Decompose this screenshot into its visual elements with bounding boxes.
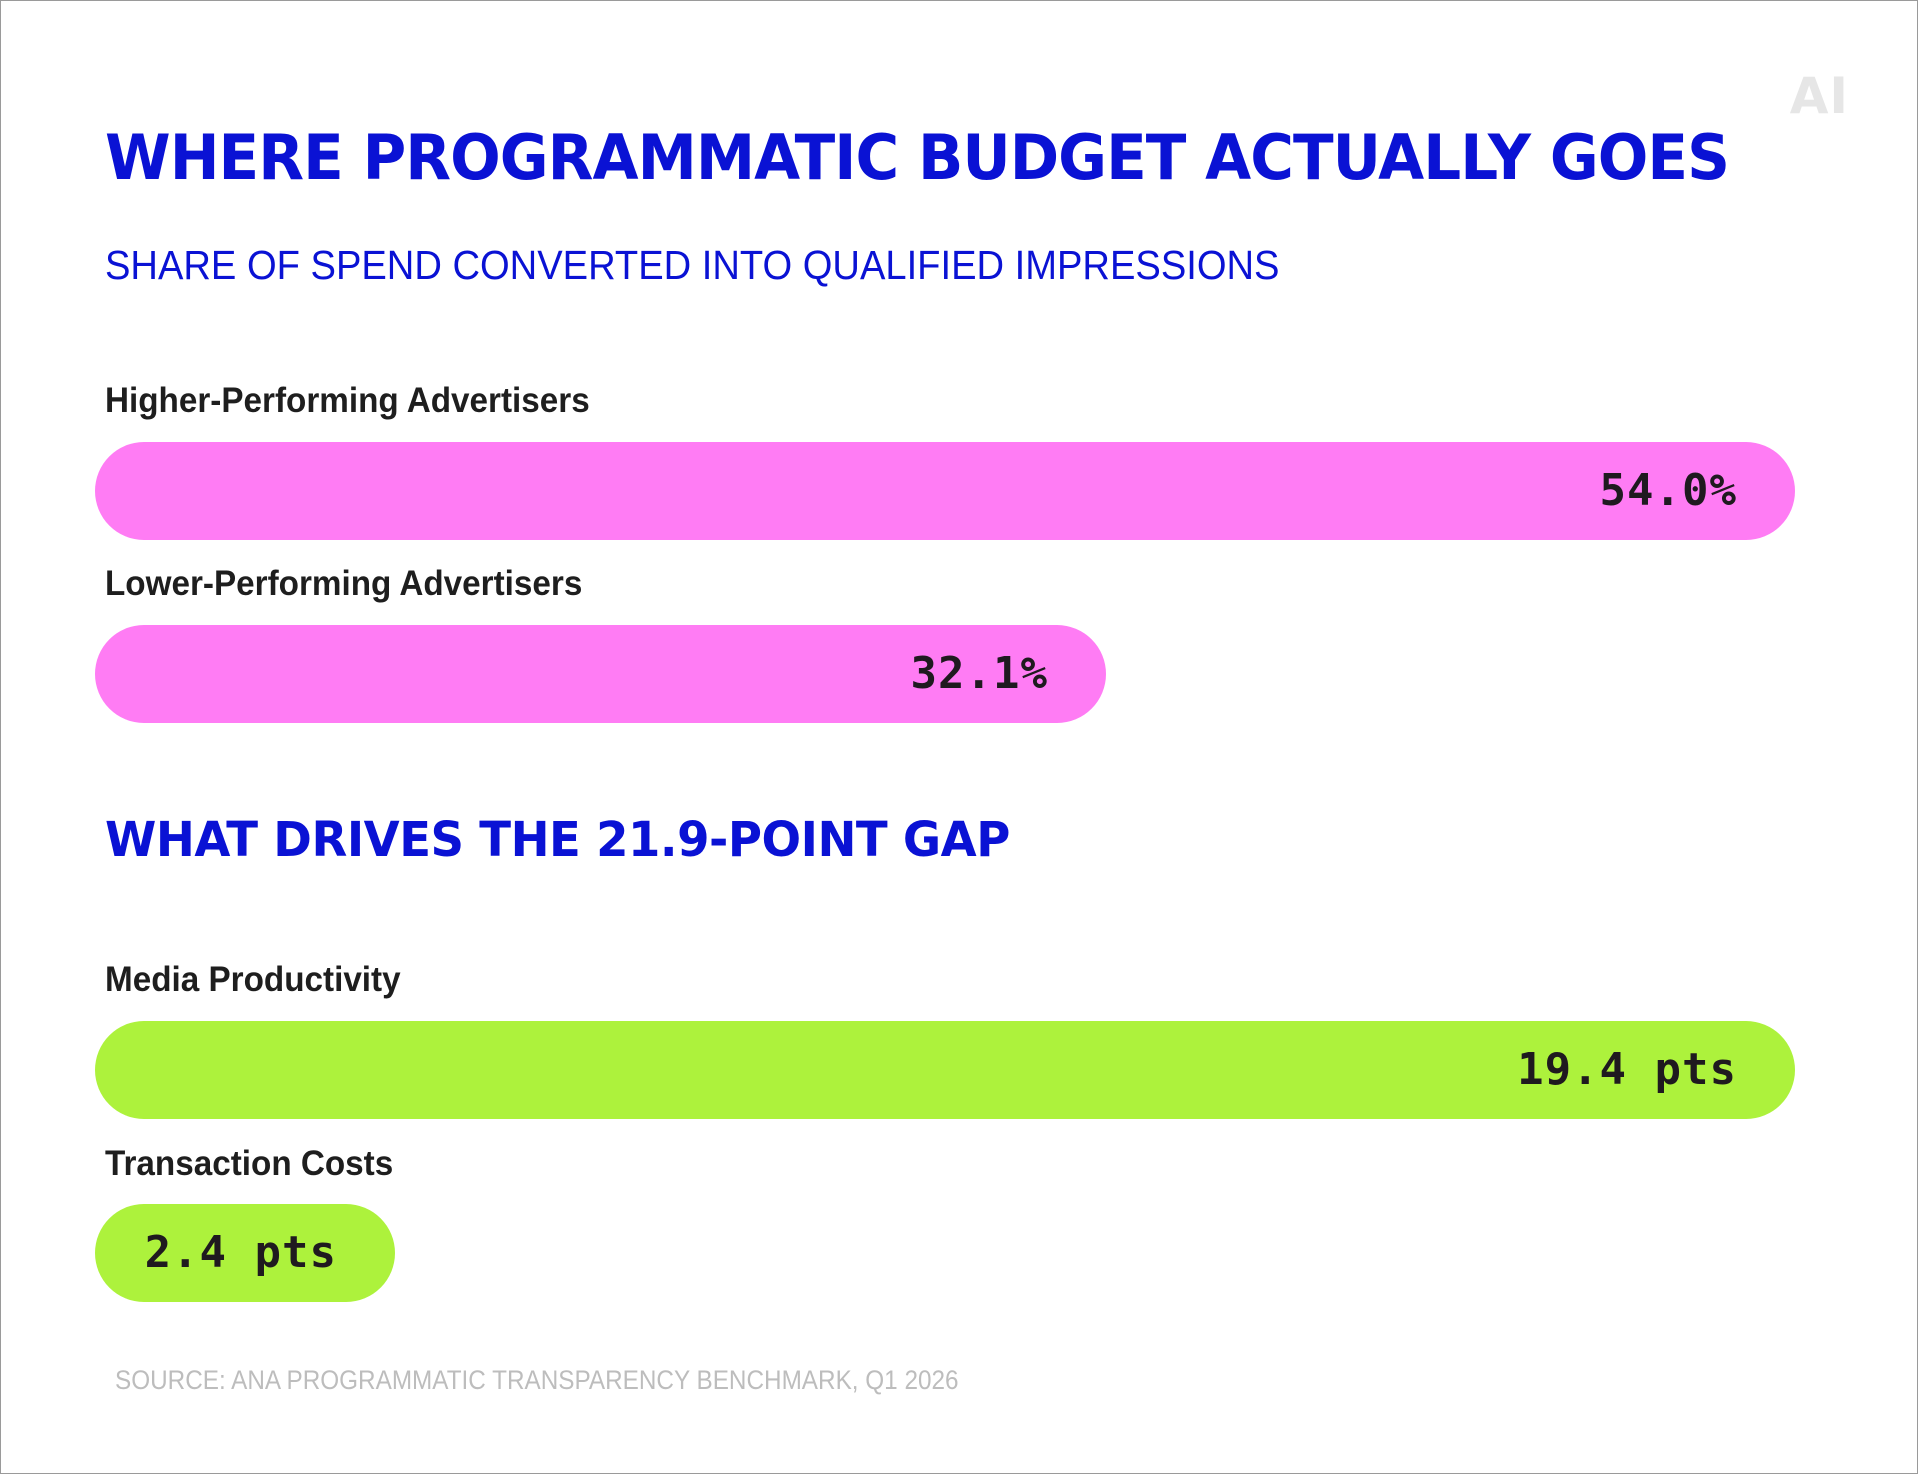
share-bar-label: Higher-Performing Advertisers [105, 381, 590, 420]
driver-bar-label: Media Productivity [105, 960, 401, 999]
share-bar-label: Lower-Performing Advertisers [105, 564, 583, 603]
driver-bar: 19.4 pts [95, 1021, 1795, 1119]
driver-bar-value: 2.4 pts [144, 1227, 337, 1278]
driver-bar: 2.4 pts [95, 1204, 395, 1302]
share-bar: 54.0% [95, 442, 1795, 540]
driver-bar-value: 19.4 pts [1517, 1044, 1737, 1095]
share-bar-value: 32.1% [910, 648, 1048, 699]
source-note: SOURCE: ANA PROGRAMMATIC TRANSPARENCY BE… [115, 1365, 959, 1395]
brand-logo: AI [1789, 67, 1849, 125]
chart-title: WHERE PROGRAMMATIC BUDGET ACTUALLY GOES [105, 121, 1730, 194]
share-bar: 32.1% [95, 625, 1106, 723]
share-bar-value: 54.0% [1599, 465, 1737, 516]
chart-subtitle: SHARE OF SPEND CONVERTED INTO QUALIFIED … [105, 242, 1280, 288]
section-title: WHAT DRIVES THE 21.9-POINT GAP [105, 812, 1010, 868]
driver-bar-label: Transaction Costs [105, 1144, 394, 1183]
